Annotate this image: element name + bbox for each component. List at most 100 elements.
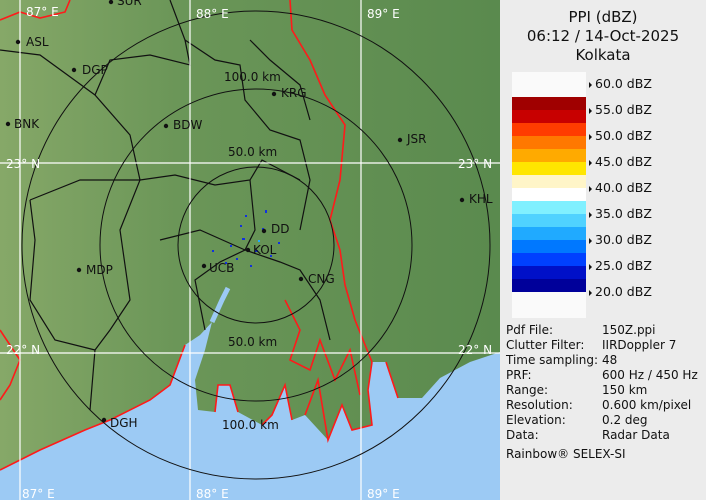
- color-band: [512, 110, 586, 123]
- legend-label: 60.0 dBZ: [589, 77, 652, 91]
- color-band: [512, 201, 586, 214]
- radar-echoes: [212, 210, 280, 267]
- info-row: Resolution: 0.600 km/pixel: [506, 398, 692, 412]
- color-band: [512, 97, 586, 110]
- info-row: Pdf File: 150Z.ppi: [506, 323, 656, 337]
- international-border: [0, 0, 399, 471]
- ring-label-100km-bottom: 100.0 km: [222, 418, 279, 432]
- range-ring-100km: [99, 88, 413, 402]
- color-scale-blank-bottom: [512, 292, 586, 318]
- lat-lon-grid: [0, 0, 500, 500]
- svg-text:DGH: DGH: [110, 416, 138, 430]
- lon-label-87-top: 87° E: [26, 5, 59, 19]
- range-ring-150km: [21, 10, 491, 480]
- tick-marker-icon: [589, 185, 592, 192]
- info-row: Data: Radar Data: [506, 428, 670, 442]
- svg-text:KRG: KRG: [281, 86, 307, 100]
- legend-label: 45.0 dBZ: [589, 155, 652, 169]
- lat-label-23-right: 23° N: [458, 157, 492, 171]
- city-dd: DD: [261, 222, 289, 236]
- color-band: [512, 214, 586, 227]
- svg-text:UCB: UCB: [209, 261, 234, 275]
- city-ucb: UCB: [201, 261, 234, 275]
- city-asl: ASL: [15, 35, 49, 49]
- city-bnk: BNK: [5, 117, 40, 131]
- lat-label-22-right: 22° N: [458, 343, 492, 357]
- software-footer: Rainbow® SELEX-SI: [506, 447, 626, 461]
- color-band: [512, 175, 586, 188]
- color-band: [512, 266, 586, 279]
- scan-datetime: 06:12 / 14-Oct-2025: [526, 27, 680, 45]
- legend-label: 20.0 dBZ: [589, 285, 652, 299]
- color-band: [512, 123, 586, 136]
- legend-label: 30.0 dBZ: [589, 233, 652, 247]
- river-hooghly: [209, 286, 231, 324]
- legend-label: 40.0 dBZ: [589, 181, 652, 195]
- legend-panel: PPI (dBZ) 06:12 / 14-Oct-2025 Kolkata 60…: [500, 0, 706, 500]
- color-band: [512, 149, 586, 162]
- district-boundaries: [0, 0, 331, 411]
- svg-text:JSR: JSR: [406, 132, 427, 146]
- info-row: Time sampling: 48: [506, 353, 618, 367]
- lat-label-22-left: 22° N: [6, 343, 40, 357]
- radar-map: 87° E 88° E 89° E 87° E 88° E 89° E 23° …: [0, 0, 500, 500]
- range-ring-50km: [177, 166, 335, 324]
- city-mdp: MDP: [76, 263, 113, 277]
- city-sur: SUR: [108, 0, 142, 8]
- svg-text:BDW: BDW: [173, 118, 202, 132]
- city-kol: KOL: [245, 243, 277, 257]
- svg-text:KOL: KOL: [253, 243, 277, 257]
- info-row: PRF: 600 Hz / 450 Hz: [506, 368, 698, 382]
- lon-label-87-bottom: 87° E: [22, 487, 55, 500]
- city-krg: KRG: [271, 86, 307, 100]
- lon-label-88-bottom: 88° E: [196, 487, 229, 500]
- tick-marker-icon: [589, 263, 592, 270]
- info-row: Elevation: 0.2 deg: [506, 413, 648, 427]
- color-band: [512, 162, 586, 175]
- lon-label-88-top: 88° E: [196, 7, 229, 21]
- product-title: PPI (dBZ): [568, 8, 638, 26]
- city-jsr: JSR: [397, 132, 427, 146]
- ring-label-50km-top: 50.0 km: [228, 145, 277, 159]
- tick-marker-icon: [589, 107, 592, 114]
- svg-text:DD: DD: [271, 222, 289, 236]
- tick-marker-icon: [589, 81, 592, 88]
- info-row: Clutter Filter: IIRDoppler 7: [506, 338, 677, 352]
- city-cng: CNG: [298, 272, 335, 286]
- city-khl: KHL: [459, 192, 493, 206]
- lat-label-23-left: 23° N: [6, 157, 40, 171]
- color-band: [512, 279, 586, 292]
- legend-label: 25.0 dBZ: [589, 259, 652, 273]
- ring-label-100km-top: 100.0 km: [224, 70, 281, 84]
- legend-label: 35.0 dBZ: [589, 207, 652, 221]
- lon-label-89-bottom: 89° E: [367, 487, 400, 500]
- info-row: Range: 150 km: [506, 383, 648, 397]
- legend-label: 50.0 dBZ: [589, 129, 652, 143]
- svg-text:CNG: CNG: [308, 272, 335, 286]
- sea: [0, 322, 500, 500]
- station-name: Kolkata: [575, 46, 631, 64]
- range-rings: [21, 10, 491, 480]
- color-band: [512, 188, 586, 201]
- city-bdw: BDW: [163, 118, 202, 132]
- city-dgp: DGP: [71, 63, 108, 77]
- svg-text:SUR: SUR: [117, 0, 142, 8]
- tick-marker-icon: [589, 211, 592, 218]
- svg-text:KHL: KHL: [469, 192, 493, 206]
- svg-text:BNK: BNK: [14, 117, 40, 131]
- city-dgh: DGH: [101, 416, 138, 430]
- color-band: [512, 227, 586, 240]
- color-scale-blank-top: [512, 72, 586, 97]
- svg-text:MDP: MDP: [86, 263, 113, 277]
- svg-text:ASL: ASL: [26, 35, 49, 49]
- lon-label-89-top: 89° E: [367, 7, 400, 21]
- color-band: [512, 253, 586, 266]
- tick-marker-icon: [589, 133, 592, 140]
- tick-marker-icon: [589, 159, 592, 166]
- legend-label: 55.0 dBZ: [589, 103, 652, 117]
- tick-marker-icon: [589, 289, 592, 296]
- color-band: [512, 240, 586, 253]
- tick-marker-icon: [589, 237, 592, 244]
- color-band: [512, 136, 586, 149]
- ring-label-50km-bottom: 50.0 km: [228, 335, 277, 349]
